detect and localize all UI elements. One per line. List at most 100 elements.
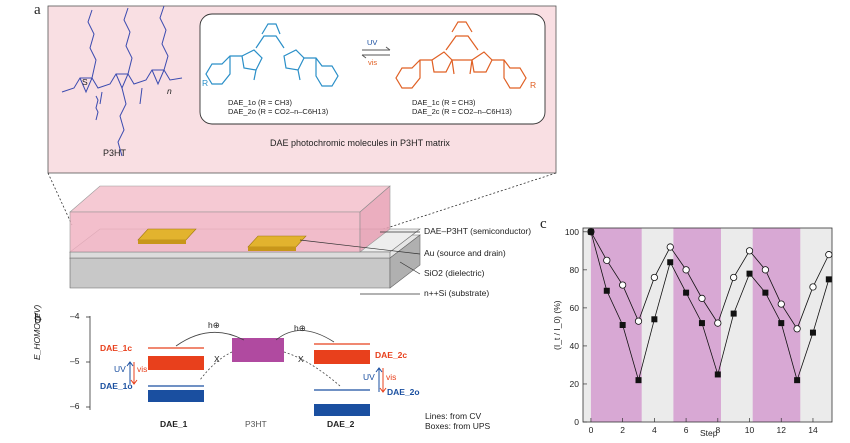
label-dae2-uv: UV — [363, 372, 375, 382]
filled-square-point — [714, 371, 721, 378]
x-tick-label: 2 — [620, 425, 625, 435]
y-tick-label: 0 — [574, 417, 579, 427]
y-tick-label: 20 — [570, 379, 580, 389]
blocked-mark-right: X — [298, 354, 304, 364]
y-tick-label: 80 — [570, 265, 580, 275]
y-tick-label: 100 — [565, 227, 579, 237]
open-circle-point — [666, 243, 674, 251]
equilibrium-vis-label: vis — [368, 58, 378, 67]
panel-b-energy-diagram — [86, 316, 387, 416]
dae1o-ups-box — [148, 390, 204, 402]
p3ht-label: P3HT — [103, 148, 127, 158]
y-tick-label: 40 — [570, 341, 580, 351]
filled-square-point — [603, 287, 610, 294]
x-tick-label: 6 — [684, 425, 689, 435]
panel-a-letter: a — [34, 2, 41, 18]
device-stack — [69, 185, 421, 289]
filled-square-point — [809, 329, 816, 336]
dae1c-ups-box — [148, 356, 204, 370]
uv-region-1 — [673, 228, 721, 422]
uv-vis-equilibrium-arrows — [361, 46, 391, 59]
open-circle-point — [793, 325, 801, 333]
xlabel-dae1: DAE_1 — [160, 419, 188, 429]
open-circle-point — [777, 300, 785, 308]
dae-molecules-box — [199, 13, 546, 125]
dae-closed-structure — [395, 21, 527, 89]
open-circle-point — [603, 256, 611, 264]
ytick-minus6: –6 — [70, 401, 80, 411]
xlabel-dae2: DAE_2 — [327, 419, 355, 429]
label-dae1-uv: UV — [114, 364, 126, 374]
filled-square-point — [746, 270, 753, 277]
note-boxes-ups: Boxes: from UPS — [425, 421, 491, 431]
open-form-r-label: R — [202, 78, 209, 88]
dae2o-ups-box — [314, 404, 370, 416]
chart-xlabel: Step — [700, 428, 718, 438]
x-tick-label: 10 — [745, 425, 755, 435]
layer-substrate: n++Si (substrate) — [424, 288, 490, 298]
open-circle-point — [825, 251, 833, 259]
layer-dielectric: SiO2 (dielectric) — [424, 268, 485, 278]
filled-square-point — [762, 289, 769, 296]
series-line-1 — [590, 231, 830, 382]
uv-region-0 — [590, 228, 642, 422]
open-circle-point — [619, 281, 627, 289]
y-tick-label: 60 — [570, 303, 580, 313]
filled-square-point — [651, 316, 658, 323]
series-line-0 — [590, 231, 830, 330]
dae-matrix-caption: DAE photochromic molecules in P3HT matri… — [270, 138, 450, 148]
equilibrium-uv-label: UV — [367, 38, 378, 47]
label-dae2c: DAE_2c — [375, 350, 408, 360]
xlabel-p3ht: P3HT — [245, 419, 267, 429]
filled-square-point — [619, 322, 626, 328]
open-circle-point — [682, 266, 690, 274]
label-dae1o: DAE_1o — [100, 381, 133, 391]
filled-square-point — [698, 320, 705, 327]
chart-ylabel: (I_t / I_0) (%) — [552, 300, 562, 350]
layer-semiconductor: DAE–P3HT (semiconductor) — [424, 226, 532, 236]
filled-square-point — [730, 310, 737, 317]
p3ht-box — [232, 338, 284, 362]
uv-region-2 — [752, 228, 801, 422]
open-form-name-2: DAE_2o (R = CO2–n–C6H13) — [228, 107, 329, 116]
note-lines-cv: Lines: from CV — [425, 411, 482, 421]
filled-square-point — [683, 289, 690, 296]
filled-square-point — [667, 259, 674, 266]
filled-square-point — [778, 320, 785, 327]
hole-label-left: h⊕ — [208, 320, 220, 330]
open-circle-point — [809, 283, 817, 291]
ytick-minus5: –5 — [70, 356, 80, 366]
closed-form-r-label: R — [530, 80, 537, 90]
panel-c-letter: c — [540, 216, 547, 232]
dae2c-ups-box — [314, 350, 370, 364]
panel-a-figure — [47, 5, 557, 295]
ytick-minus4: –4 — [70, 311, 80, 321]
open-circle-point — [698, 294, 706, 302]
layer-au: Au (source and drain) — [424, 248, 506, 258]
x-tick-label: 0 — [589, 425, 594, 435]
open-circle-point — [650, 273, 658, 282]
label-dae2-vis: vis — [386, 372, 397, 382]
open-circle-point — [634, 317, 643, 325]
open-form-name-1: DAE_1o (R = CH3) — [228, 98, 292, 107]
p3ht-structure — [61, 5, 183, 157]
open-circle-point — [745, 247, 754, 255]
plot-frame — [582, 227, 833, 423]
label-dae1c: DAE_1c — [100, 343, 133, 353]
open-circle-point — [714, 319, 722, 327]
x-tick-label: 14 — [808, 425, 818, 435]
filled-square-point — [794, 377, 801, 384]
label-dae1-vis: vis — [137, 364, 148, 374]
x-tick-label: 12 — [777, 425, 787, 435]
open-circle-point — [730, 273, 738, 282]
filled-square-point — [825, 276, 832, 283]
closed-form-name-1: DAE_1c (R = CH3) — [412, 98, 476, 107]
label-dae2o: DAE_2o — [387, 387, 420, 397]
x-tick-label: 8 — [715, 425, 720, 435]
closed-form-name-2: DAE_2c (R = CO2–n–C6H13) — [412, 107, 512, 116]
filled-square-point — [587, 228, 594, 235]
panel-b-letter: b — [34, 311, 42, 327]
blocked-mark-left: X — [214, 354, 220, 364]
dae-open-structure — [205, 23, 339, 87]
